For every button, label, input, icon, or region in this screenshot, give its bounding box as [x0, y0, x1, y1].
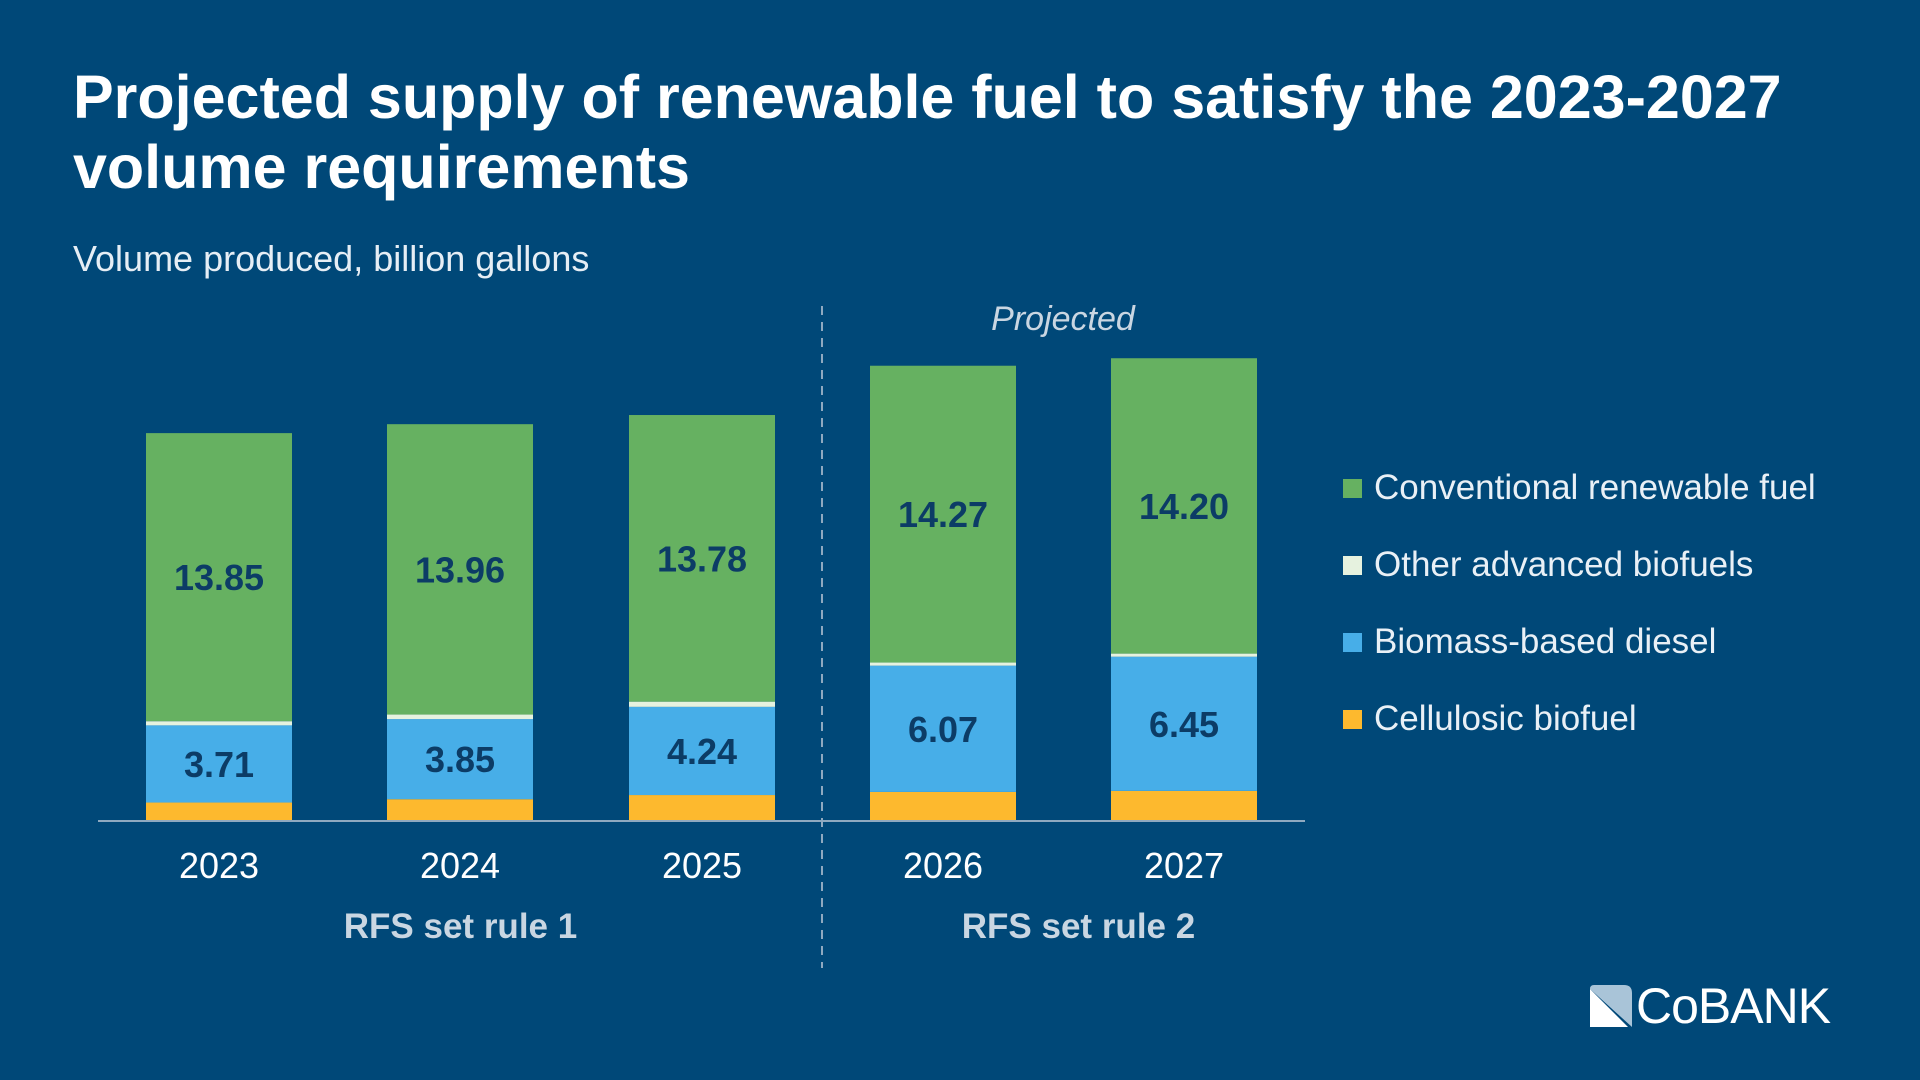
legend-swatch: [1343, 709, 1362, 729]
x-tick-label: 2027: [1144, 845, 1224, 886]
data-label: 13.78: [657, 538, 747, 579]
legend-label: Other advanced biofuels: [1374, 545, 1754, 584]
data-label: 6.07: [908, 709, 978, 750]
x-tick-label: 2023: [179, 845, 259, 886]
cobank-logo-text: CoBANK: [1636, 978, 1831, 1034]
bar-segment-biomass-based-diesel-2024: [387, 719, 533, 800]
data-label: 13.85: [174, 557, 264, 598]
x-tick-label: 2026: [903, 845, 983, 886]
bar-segment-biomass-based-diesel-2027: [1111, 656, 1257, 791]
cobank-logo-mark-icon: [1590, 985, 1632, 1027]
legend-swatch: [1343, 555, 1362, 575]
data-label: 14.20: [1139, 486, 1229, 527]
chart-subtitle: Volume produced, billion gallons: [73, 238, 590, 279]
data-label: 4.24: [667, 731, 737, 772]
group-label: RFS set rule 1: [344, 907, 577, 946]
x-tick-label: 2024: [420, 845, 500, 886]
projected-annotation: Projected: [991, 300, 1136, 338]
bar-segment-biomass-based-diesel-2025: [629, 706, 775, 796]
bar-segment-conventional-renewable-fuel-2026: [870, 365, 1016, 663]
group-label: RFS set rule 2: [962, 907, 1195, 946]
bar-segment-cellulosic-biofuel-2025: [629, 795, 775, 820]
bar-segment-other-advanced-biofuels-2027: [1111, 653, 1257, 657]
bar-segment-biomass-based-diesel-2023: [146, 725, 292, 803]
data-label: 3.85: [425, 739, 495, 780]
bar-segment-biomass-based-diesel-2026: [870, 665, 1016, 792]
legend-item: Cellulosic biofuel: [1343, 699, 1637, 739]
bar-segment-conventional-renewable-fuel-2024: [387, 424, 533, 715]
bar-segment-other-advanced-biofuels-2024: [387, 714, 533, 720]
legend-item: Other advanced biofuels: [1343, 545, 1753, 585]
cobank-logo: CoBANK: [1590, 978, 1831, 1034]
bar-segment-conventional-renewable-fuel-2027: [1111, 358, 1257, 654]
legend-label: Cellulosic biofuel: [1374, 699, 1637, 738]
data-label: 13.96: [415, 549, 505, 590]
bar-segment-cellulosic-biofuel-2027: [1111, 790, 1257, 820]
legend-label: Conventional renewable fuel: [1374, 468, 1816, 507]
data-label: 6.45: [1149, 704, 1219, 745]
bar-segment-conventional-renewable-fuel-2023: [146, 433, 292, 722]
bar-segment-cellulosic-biofuel-2023: [146, 802, 292, 820]
legend-item: Conventional renewable fuel: [1343, 468, 1816, 508]
bar-segment-conventional-renewable-fuel-2025: [629, 415, 775, 702]
data-label: 3.71: [184, 744, 254, 785]
legend-label: Biomass-based diesel: [1374, 622, 1717, 661]
bar-segment-cellulosic-biofuel-2026: [870, 791, 1016, 820]
legend-swatch: [1343, 478, 1362, 498]
legend-item: Biomass-based diesel: [1343, 622, 1716, 662]
chart-title: Projected supply of renewable fuel to sa…: [73, 63, 1782, 201]
x-tick-label: 2025: [662, 845, 742, 886]
bar-segment-cellulosic-biofuel-2024: [387, 799, 533, 820]
legend-swatch: [1343, 632, 1362, 652]
bar-segment-other-advanced-biofuels-2025: [629, 701, 775, 707]
bar-segment-other-advanced-biofuels-2026: [870, 662, 1016, 666]
bar-segment-other-advanced-biofuels-2023: [146, 721, 292, 726]
data-label: 14.27: [898, 494, 988, 535]
